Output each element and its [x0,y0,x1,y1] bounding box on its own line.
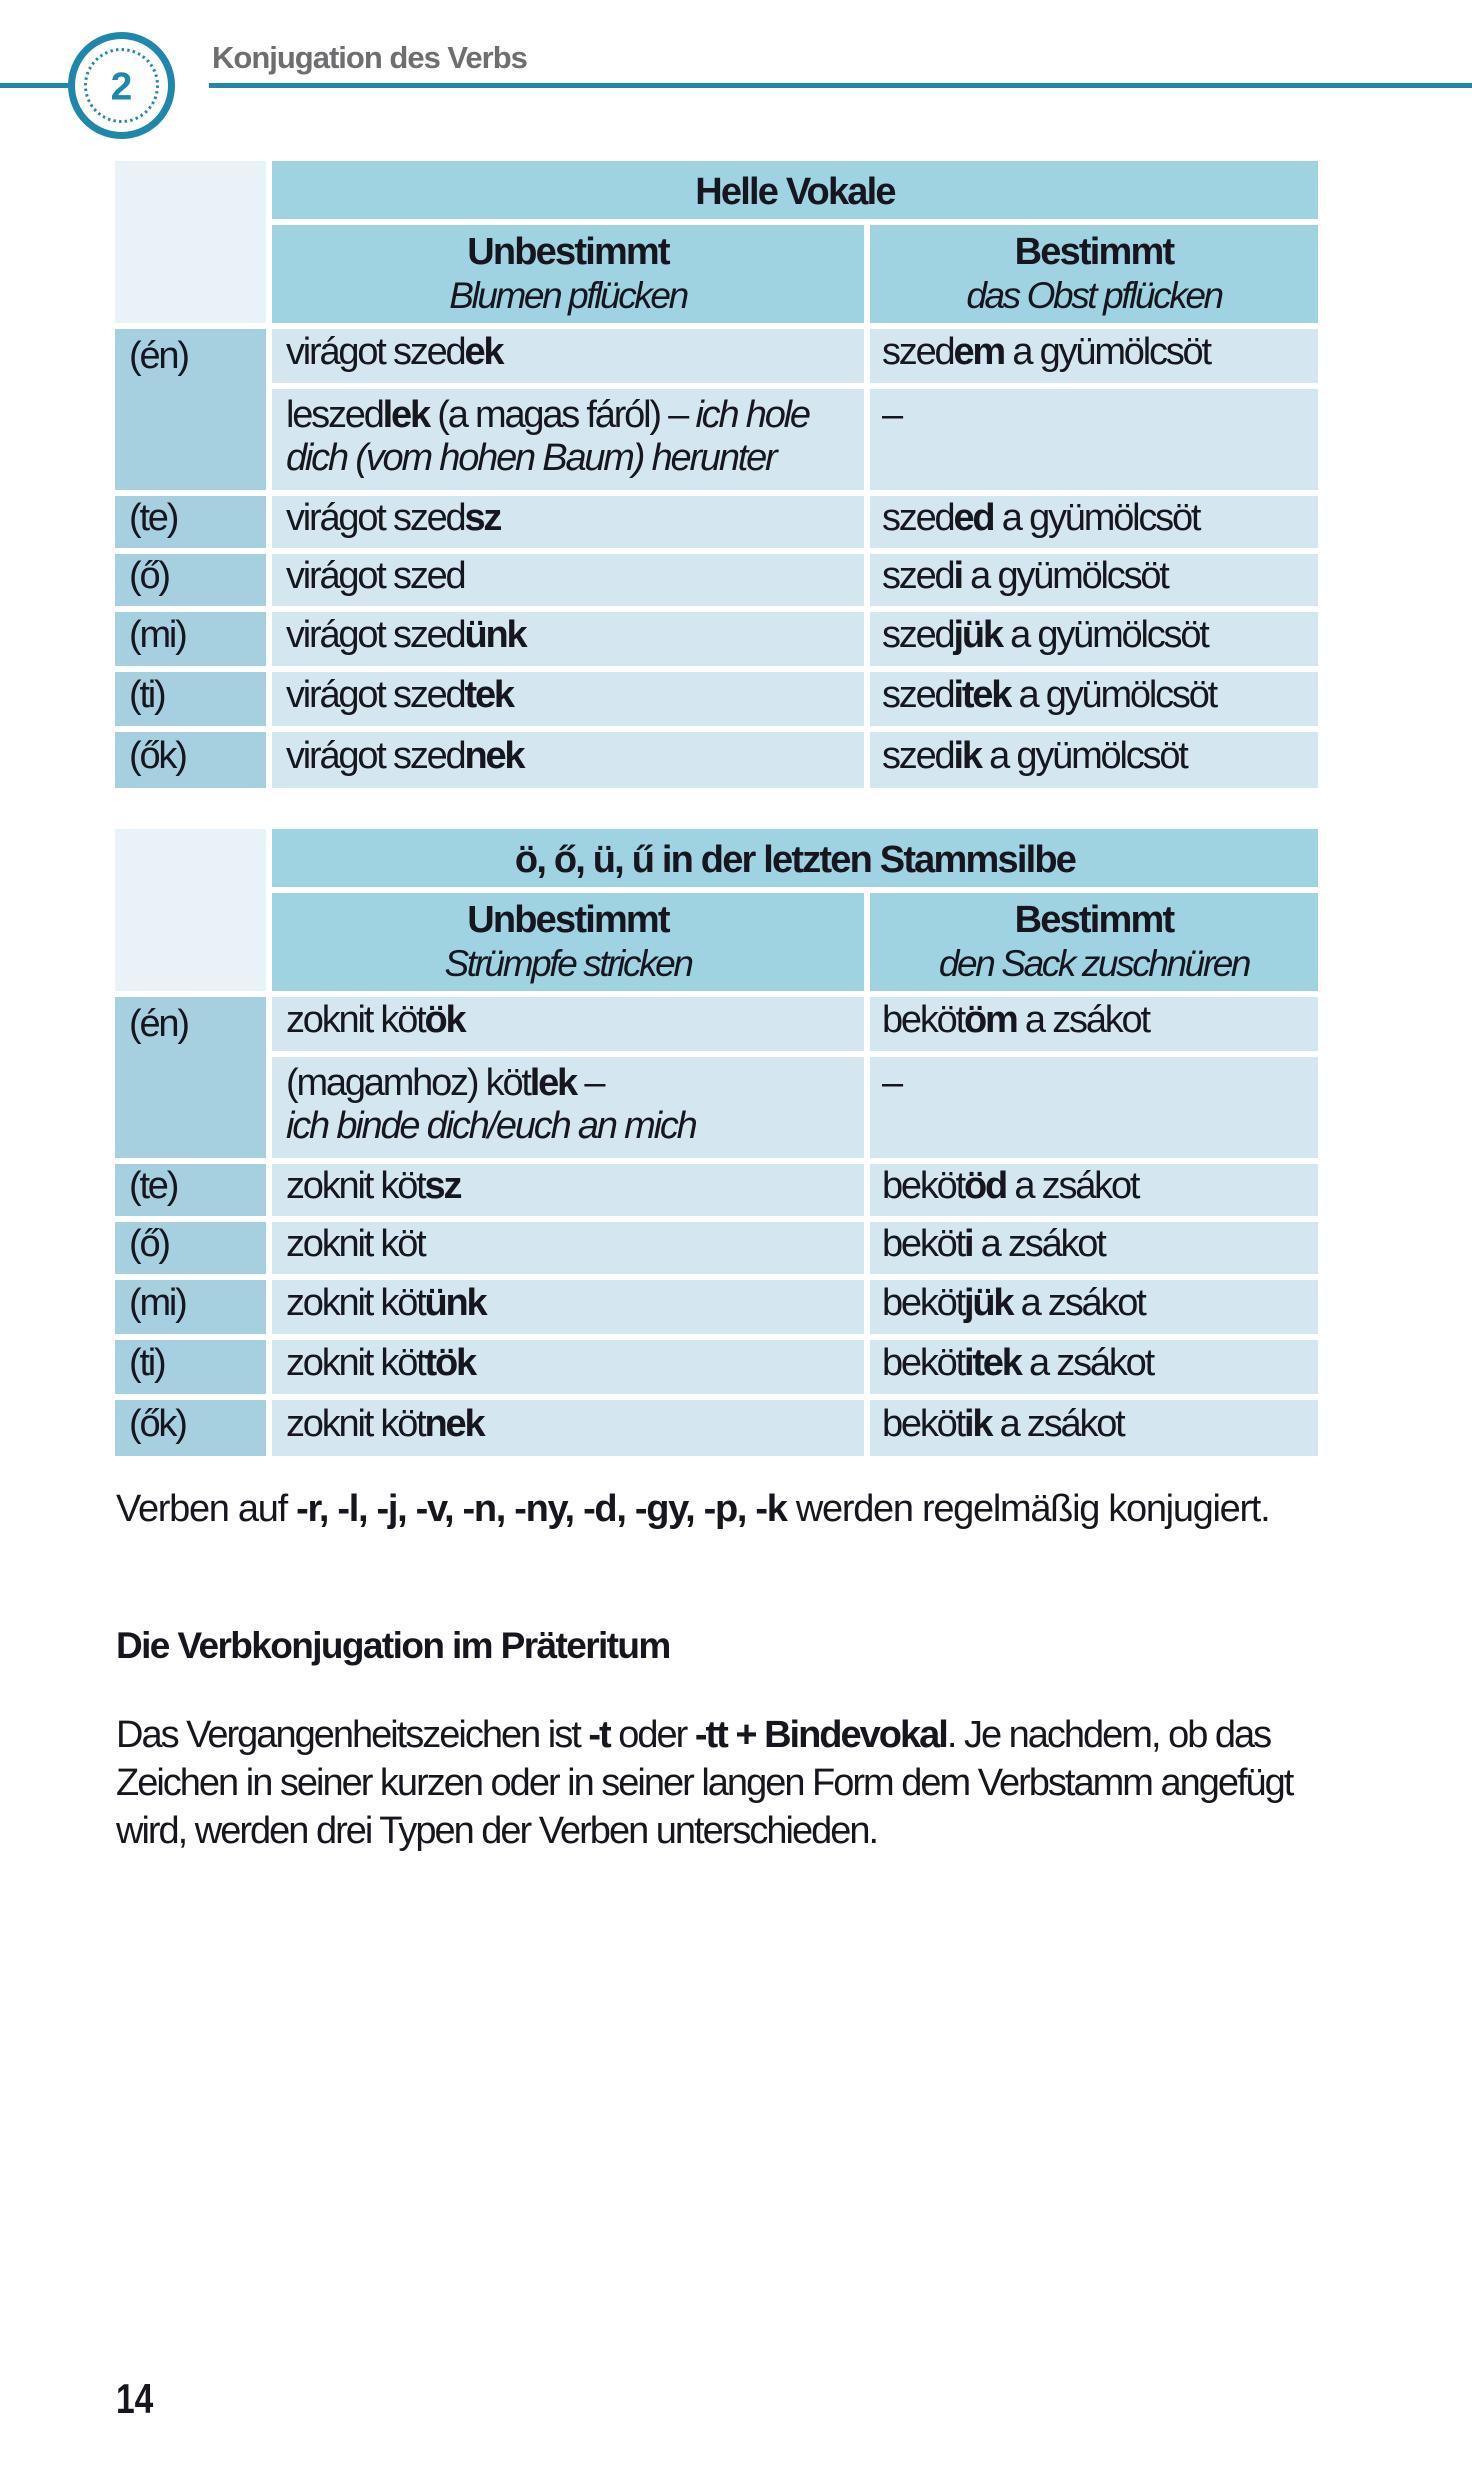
svg-text:2: 2 [111,66,133,109]
